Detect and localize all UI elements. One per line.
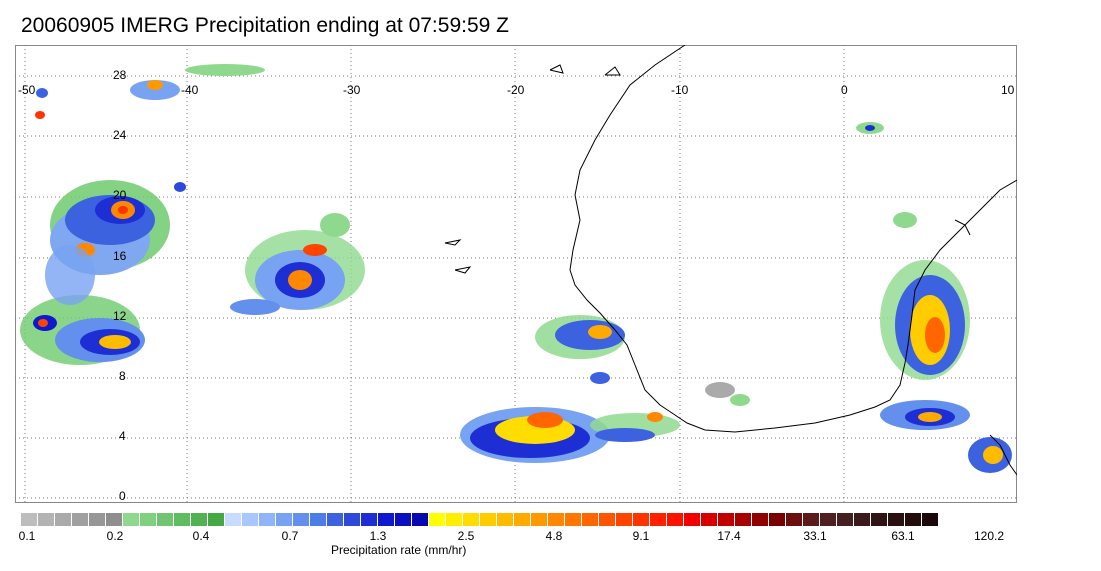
colorbar-swatch: [701, 513, 718, 526]
colorbar-swatch: [174, 513, 191, 526]
colorbar-swatch: [38, 513, 55, 526]
colorbar-swatch: [446, 513, 463, 526]
precip-cell-east: [705, 122, 1012, 473]
colorbar-swatch: [582, 513, 599, 526]
colorbar-swatch: [89, 513, 106, 526]
colorbar-tick: 4.8: [545, 529, 563, 543]
lon-label: -10: [671, 83, 689, 97]
colorbar-swatch: [429, 513, 446, 526]
colorbar-swatch: [667, 513, 684, 526]
lon-label: -30: [343, 83, 361, 97]
colorbar-swatch: [412, 513, 429, 526]
colorbar-swatch: [259, 513, 276, 526]
colorbar-tick: 0.4: [192, 529, 210, 543]
colorbar-swatch: [225, 513, 242, 526]
colorbar-swatch: [55, 513, 72, 526]
colorbar-swatch: [735, 513, 752, 526]
colorbar-swatch: [922, 513, 939, 526]
precip-cell-west-atlantic: [20, 64, 265, 365]
colorbar-swatch: [616, 513, 633, 526]
colorbar-swatch: [684, 513, 701, 526]
colorbar-swatch: [514, 513, 531, 526]
coastline: [444, 45, 1017, 476]
colorbar-tick: 2.5: [457, 529, 475, 543]
colorbar-tick: 9.1: [632, 529, 650, 543]
colorbar-swatch: [718, 513, 735, 526]
map-title: 20060905 IMERG Precipitation ending at 0…: [21, 14, 509, 37]
colorbar-swatch: [599, 513, 616, 526]
colorbar-swatch: [650, 513, 667, 526]
lon-label: 10: [1001, 83, 1015, 97]
colorbar-swatch: [837, 513, 854, 526]
colorbar-swatch: [276, 513, 293, 526]
colorbar-swatch: [293, 513, 310, 526]
graticule: [15, 45, 1017, 503]
colorbar-swatch: [361, 513, 378, 526]
colorbar-tick: 0.1: [18, 529, 36, 543]
colorbar-swatch: [803, 513, 820, 526]
lat-label: 16: [113, 249, 127, 263]
colorbar-tick: 0.7: [281, 529, 299, 543]
precip-cell-central: [230, 213, 365, 315]
lon-label: -20: [507, 83, 525, 97]
colorbar-swatch: [157, 513, 174, 526]
lat-label: 28: [113, 68, 127, 82]
colorbar: [21, 513, 939, 526]
colorbar-swatch: [480, 513, 497, 526]
colorbar-tick: 63.1: [891, 529, 915, 543]
colorbar-tick: 1.3: [369, 529, 387, 543]
lon-label: 0: [841, 83, 848, 97]
colorbar-swatch: [191, 513, 208, 526]
colorbar-swatch: [310, 513, 327, 526]
lat-label: 24: [113, 128, 127, 142]
colorbar-swatch: [888, 513, 905, 526]
colorbar-tick: 17.4: [717, 529, 741, 543]
colorbar-swatch: [242, 513, 259, 526]
lat-label: 0: [119, 489, 126, 503]
precip-cell-west-africa: [460, 315, 680, 463]
colorbar-swatch: [497, 513, 514, 526]
colorbar-swatch: [72, 513, 89, 526]
colorbar-tick: 120.2: [973, 529, 1005, 543]
colorbar-tick: 0.2: [106, 529, 124, 543]
colorbar-swatch: [531, 513, 548, 526]
colorbar-swatch: [854, 513, 871, 526]
lon-label: -50: [18, 83, 36, 97]
lat-label: 12: [113, 309, 127, 323]
colorbar-swatch: [123, 513, 140, 526]
colorbar-swatch: [327, 513, 344, 526]
colorbar-swatch: [106, 513, 123, 526]
colorbar-swatch: [752, 513, 769, 526]
lat-label: 4: [119, 429, 126, 443]
colorbar-swatch: [21, 513, 38, 526]
lat-label: 20: [113, 188, 127, 202]
colorbar-swatch: [463, 513, 480, 526]
colorbar-swatch: [344, 513, 361, 526]
colorbar-label: Precipitation rate (mm/hr): [331, 543, 467, 557]
lat-label: 8: [119, 369, 126, 383]
colorbar-swatch: [905, 513, 922, 526]
colorbar-swatch: [871, 513, 888, 526]
colorbar-tick: 33.1: [803, 529, 827, 543]
colorbar-swatch: [769, 513, 786, 526]
lon-label: -40: [181, 83, 199, 97]
colorbar-swatch: [395, 513, 412, 526]
precipitation-map: [15, 45, 1017, 503]
colorbar-swatch: [208, 513, 225, 526]
colorbar-swatch: [378, 513, 395, 526]
colorbar-swatch: [548, 513, 565, 526]
colorbar-swatch: [565, 513, 582, 526]
colorbar-swatch: [786, 513, 803, 526]
colorbar-swatch: [140, 513, 157, 526]
colorbar-swatch: [633, 513, 650, 526]
colorbar-swatch: [820, 513, 837, 526]
